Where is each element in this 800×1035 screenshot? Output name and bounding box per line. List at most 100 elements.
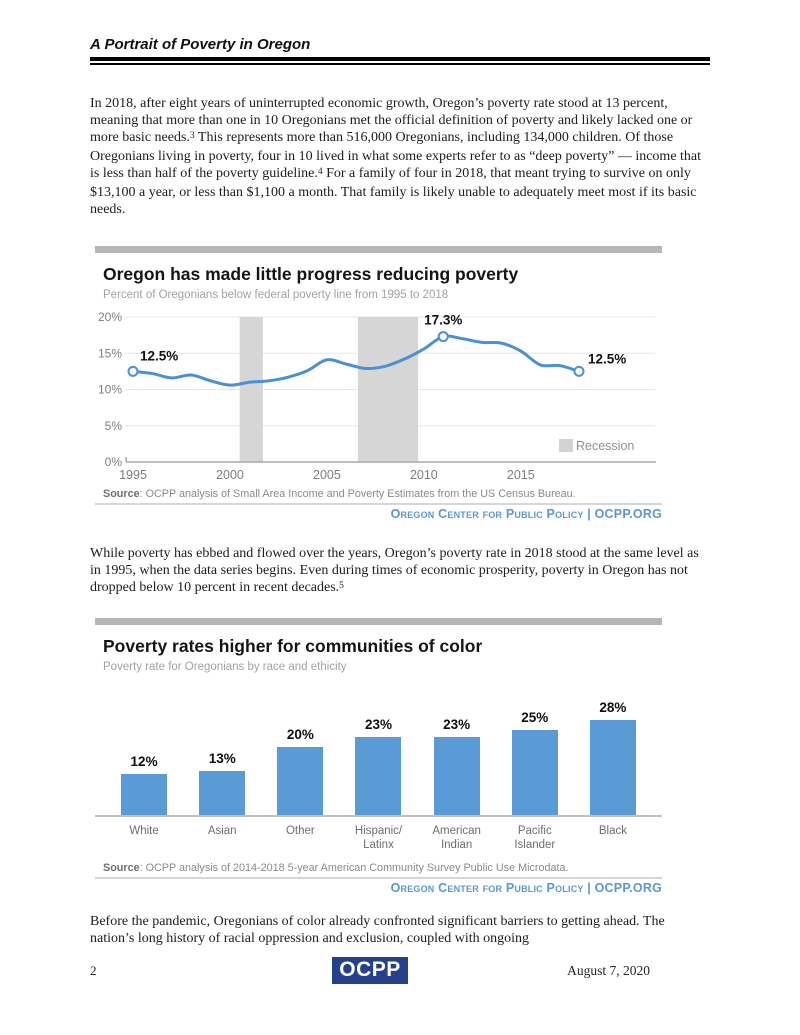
- legend-swatch: [559, 439, 573, 452]
- page-title: A Portrait of Poverty in Oregon: [90, 36, 311, 53]
- recession-band: [239, 317, 263, 462]
- axis-tick-label: 15%: [98, 346, 122, 360]
- source-text: : OCPP analysis of 2014-2018 5-year Amer…: [139, 862, 569, 874]
- category-label: Asian: [183, 824, 261, 852]
- category-label-line: American: [432, 825, 481, 837]
- chart-top-bar: [95, 618, 662, 625]
- categories-row: White Asian Other Hispanic/Latinx American In…: [95, 824, 662, 852]
- bars-row: 12% 13% 20% 23% 23% 25% 28%: [95, 689, 662, 817]
- source-label: Source: [103, 862, 140, 874]
- data-point-label: 12.5%: [140, 348, 178, 363]
- header-rule-thick: [90, 57, 710, 61]
- bar-value-label: 20%: [286, 727, 314, 742]
- paragraph-closing: Before the pandemic, Oregonians of color…: [90, 914, 665, 946]
- footnote-ref-5: 5: [339, 580, 344, 591]
- bar-column: 12%: [105, 754, 183, 815]
- footnote-ref-4: 4: [317, 166, 323, 177]
- footer-date: August 7, 2020: [567, 962, 651, 978]
- bar-chart: 12% 13% 20% 23% 23% 25% 28% White Asian Other His…: [95, 689, 662, 852]
- axis-tick-label: 2015: [507, 468, 535, 482]
- data-point-label: 17.3%: [424, 313, 462, 328]
- axis-tick-label: 1995: [119, 468, 147, 482]
- divider: [95, 503, 662, 505]
- axis-tick-label: 2010: [410, 468, 438, 482]
- bar-value-label: 23%: [364, 716, 392, 732]
- category-label-line: White: [129, 825, 159, 837]
- category-label-line: Latinx: [363, 839, 394, 851]
- axis-tick-label: 2005: [313, 468, 341, 482]
- source-line: Source: OCPP analysis of 2014-2018 5-yea…: [95, 862, 662, 874]
- source-text: : OCPP analysis of Small Area Income and…: [139, 488, 576, 500]
- category-label-line: Pacific: [517, 825, 552, 837]
- bar: [121, 774, 168, 815]
- bar-column: 23%: [339, 717, 417, 815]
- bar: [355, 736, 402, 815]
- page-number: 2: [90, 962, 97, 978]
- category-label-line: Islander: [514, 839, 556, 851]
- category-label: Hispanic/Latinx: [339, 824, 417, 852]
- axis-tick-label: 0%: [105, 455, 123, 469]
- bar-column: 23%: [418, 717, 496, 815]
- ocpp-logo: OCPP: [332, 957, 408, 984]
- chart-top-bar: [95, 246, 662, 253]
- data-point-marker: [437, 331, 449, 343]
- category-label-line: Asian: [207, 825, 237, 837]
- axis-tick-label: 20%: [98, 310, 122, 324]
- header-rule-thin: [90, 63, 710, 65]
- page-header: A Portrait of Poverty in Oregon: [90, 36, 710, 65]
- line-chart-title: Oregon has made little progress reducing…: [103, 264, 519, 284]
- data-point-label: 12.5%: [588, 351, 626, 366]
- bar-chart-title: Poverty rates higher for communities of …: [103, 636, 483, 656]
- paragraph-middle: While poverty has ebbed and flowed over …: [90, 545, 710, 598]
- line-chart-svg: 0% 5% 10% 15% 20% 1995 2000 2005 2010 2015 Recessi…: [98, 310, 656, 482]
- bar-column: 28%: [574, 700, 652, 815]
- credit-line: Oregon Center for Public Policy | OCPP.O…: [390, 507, 662, 521]
- divider: [95, 877, 662, 879]
- page-footer: 2 OCPP August 7, 2020: [90, 957, 710, 984]
- report-page: A Portrait of Poverty in Oregon In 2018,…: [90, 36, 710, 984]
- legend-label: Recession: [576, 439, 634, 453]
- paragraph-text: While poverty has ebbed and flowed over …: [90, 546, 699, 595]
- category-label-line: Hispanic/: [354, 825, 403, 837]
- data-point-marker: [573, 365, 585, 377]
- category-label: Other: [261, 824, 339, 852]
- data-point-marker: [127, 365, 139, 377]
- category-label-line: Indian: [440, 839, 473, 851]
- category-label-line: Black: [598, 825, 627, 837]
- footnote-ref-3: 3: [189, 130, 195, 141]
- paragraph-intro: In 2018, after eight years of uninterrup…: [90, 95, 710, 218]
- category-label: White: [105, 824, 183, 852]
- paragraph-text: For a family of four in 2018, that meant…: [90, 166, 697, 217]
- bar: [511, 730, 558, 815]
- bar-value-label: 28%: [599, 699, 627, 715]
- bar-column: 13%: [183, 751, 261, 815]
- paragraph-text: In 2018, after eight years of uninterrup…: [90, 96, 693, 145]
- axis-tick-label: 5%: [105, 419, 123, 433]
- recession-band: [357, 317, 419, 462]
- category-label-line: Other: [285, 825, 315, 837]
- bar: [433, 736, 480, 815]
- bar: [277, 747, 324, 815]
- bar-chart-section: Poverty rates higher for communities of …: [95, 618, 662, 895]
- line-chart-subtitle: Percent of Oregonians below federal pove…: [103, 289, 449, 301]
- bar-value-label: 23%: [443, 716, 471, 732]
- bar: [589, 719, 636, 815]
- paragraph-text: This represents more than 516,000 Oregon…: [90, 130, 702, 181]
- bar: [199, 770, 246, 815]
- category-label: Pacific Islander: [496, 824, 574, 852]
- bar-value-label: 25%: [521, 710, 549, 725]
- bar-column: 20%: [261, 727, 339, 815]
- credit-line: Oregon Center for Public Policy | OCPP.O…: [390, 881, 662, 895]
- bar-chart-subtitle: Poverty rate for Oregonians by race and …: [103, 661, 347, 673]
- bar-column: 25%: [496, 710, 574, 815]
- line-chart-section: Oregon has made little progress reducing…: [95, 246, 662, 521]
- bar-value-label: 13%: [208, 750, 236, 766]
- poverty-rate-line: [131, 334, 581, 387]
- source-label: Source: [103, 488, 140, 500]
- category-label: Black: [574, 824, 652, 852]
- source-line: Source: OCPP analysis of Small Area Inco…: [95, 488, 662, 500]
- axis-tick-label: 10%: [98, 383, 122, 397]
- category-label: American Indian: [418, 824, 496, 852]
- axis-tick-label: 2000: [216, 468, 244, 482]
- bar-value-label: 12%: [130, 754, 158, 770]
